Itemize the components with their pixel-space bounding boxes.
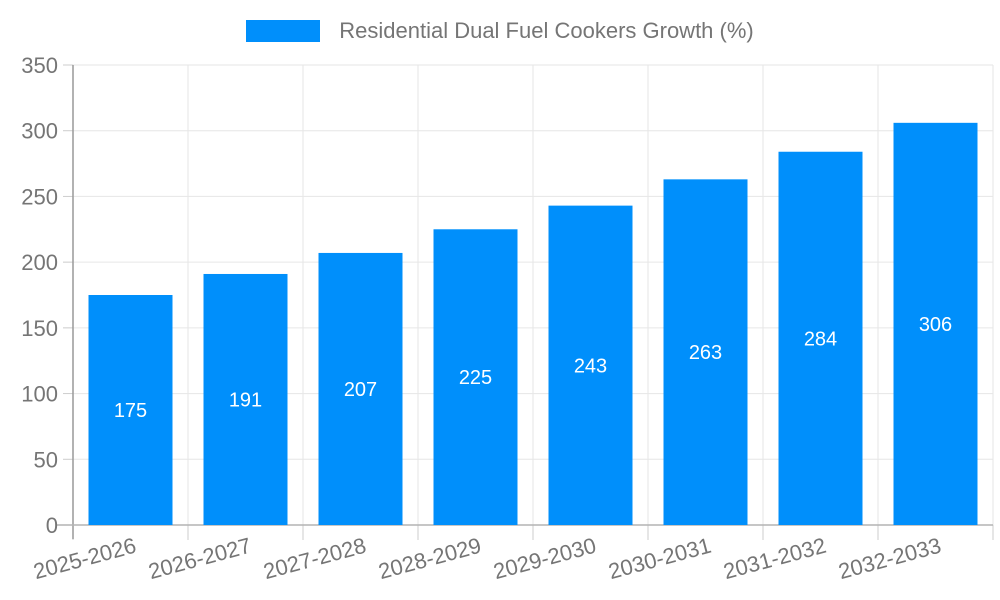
bar-2032-2033 <box>893 122 978 525</box>
x-tick-label: 2030-2031 <box>606 533 714 584</box>
bar-value-label: 306 <box>919 314 952 336</box>
y-tick-label: 200 <box>21 250 58 275</box>
bar-value-label: 207 <box>344 379 377 401</box>
bar-2031-2032 <box>778 151 863 525</box>
chart-legend[interactable]: Residential Dual Fuel Cookers Growth (%) <box>0 16 1000 46</box>
y-tick-label: 50 <box>34 447 58 472</box>
y-tick-label: 350 <box>21 53 58 78</box>
y-tick-label: 250 <box>21 184 58 209</box>
x-tick-label: 2031-2032 <box>721 533 829 584</box>
x-tick-label: 2029-2030 <box>491 533 599 584</box>
legend-swatch[interactable] <box>246 20 321 42</box>
bar-2030-2031 <box>663 179 748 526</box>
bar-value-label: 225 <box>459 367 492 389</box>
y-tick-label: 300 <box>21 119 58 144</box>
bar-value-label: 284 <box>804 328 837 350</box>
bar-2026-2027 <box>203 273 288 525</box>
y-tick-label: 150 <box>21 316 58 341</box>
y-tick-label: 100 <box>21 382 58 407</box>
bar-2029-2030 <box>548 205 633 525</box>
bar-value-label: 175 <box>114 400 147 422</box>
y-tick-label: 0 <box>46 513 58 538</box>
x-tick-label: 2026-2027 <box>146 533 254 584</box>
x-tick-label: 2032-2033 <box>836 533 944 584</box>
x-tick-label: 2027-2028 <box>261 533 369 584</box>
x-tick-label: 2025-2026 <box>31 533 139 584</box>
bar-value-label: 191 <box>229 389 262 411</box>
legend-label[interactable]: Residential Dual Fuel Cookers Growth (%) <box>339 18 754 43</box>
x-tick-label: 2028-2029 <box>376 533 484 584</box>
bar-2028-2029 <box>433 229 518 526</box>
bar-2027-2028 <box>318 252 403 525</box>
bar-value-label: 243 <box>574 355 607 377</box>
bar-value-label: 263 <box>689 342 722 364</box>
bar-2025-2026 <box>88 295 173 525</box>
